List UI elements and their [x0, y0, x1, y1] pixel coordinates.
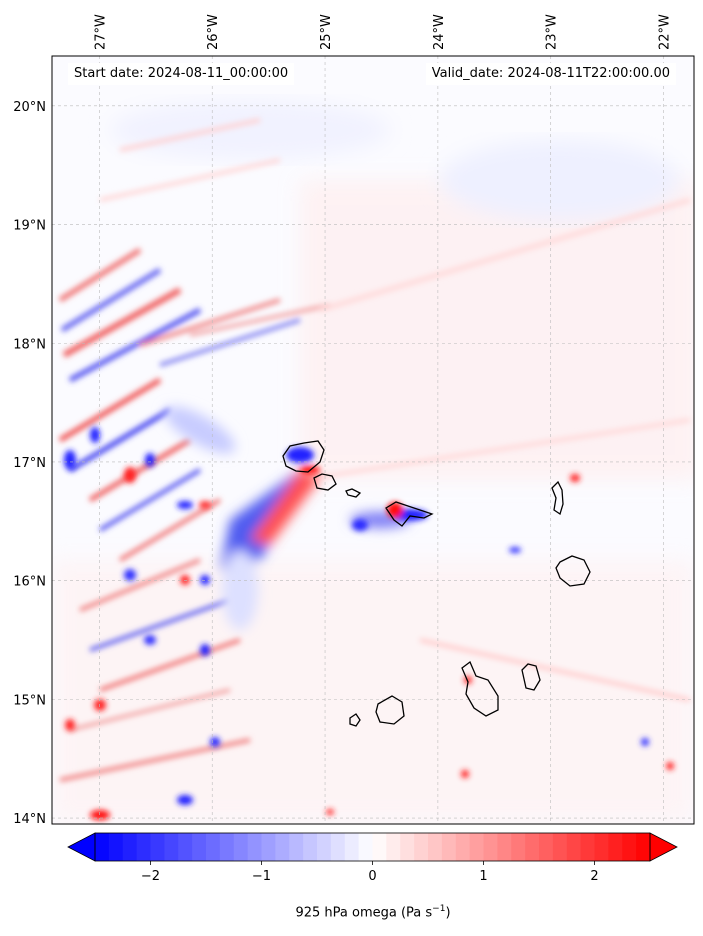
colorbar-segment — [441, 833, 457, 861]
colorbar-segment — [150, 833, 165, 861]
colorbar-segment — [303, 833, 318, 861]
colorbar-segment — [136, 833, 152, 861]
colorbar-segment — [275, 833, 290, 861]
colorbar-tick-label: 0 — [368, 869, 376, 884]
colorbar-segment — [497, 833, 512, 861]
colorbar-segment — [594, 833, 609, 861]
latitude-label: 14°N — [13, 812, 46, 827]
colorbar-segment — [400, 833, 415, 861]
colorbar-title-exponent: −1 — [432, 904, 446, 914]
island-santa-luzia — [345, 488, 362, 498]
colorbar-segment — [552, 833, 568, 861]
colorbar-tick-label: 2 — [590, 869, 598, 884]
latitude-label: 20°N — [13, 100, 46, 115]
colorbar-extend-high — [649, 832, 678, 862]
colorbar-segment — [511, 833, 526, 861]
coastlines — [282, 440, 591, 727]
colorbar-tick-label: 1 — [479, 869, 487, 884]
latitude-label: 15°N — [13, 693, 46, 708]
island-wake — [164, 406, 410, 630]
colorbar-segment — [483, 833, 498, 861]
island-sal — [551, 480, 564, 516]
colorbar-segment — [414, 833, 429, 861]
colorbar-segment — [386, 833, 401, 861]
colorbar-title: 925 hPa omega (Pa s−1) — [0, 904, 703, 920]
colorbar-segment — [192, 833, 207, 861]
colorbar-segment — [455, 833, 471, 861]
colorbar-segment — [539, 833, 554, 861]
longitude-label: 27°W — [93, 14, 108, 50]
colorbar-segment — [608, 833, 623, 861]
latitude-label: 17°N — [13, 456, 46, 471]
colorbar-segment — [261, 833, 276, 861]
island-fogo — [375, 695, 405, 725]
convective-cells — [64, 427, 674, 820]
colorbar-segment — [330, 833, 346, 861]
colorbar-segment — [525, 833, 540, 861]
island-santiago — [461, 660, 499, 717]
colorbar-segment — [636, 833, 651, 861]
colorbar-segment — [122, 833, 138, 861]
colorbar-segment — [344, 833, 360, 861]
start-date-label: Start date: 2024-08-11_00:00:00 — [68, 63, 295, 85]
colorbar-segment — [566, 833, 582, 861]
island-brava — [349, 713, 361, 727]
longitude-labels: 27°W 26°W 25°W 24°W 23°W 22°W — [93, 14, 672, 50]
colorbar-segment — [206, 833, 221, 861]
colorbar-segment — [247, 833, 263, 861]
colorbar-tick-label: −1 — [252, 869, 271, 884]
colorbar-segment — [108, 833, 124, 861]
colorbar-segment — [317, 833, 332, 861]
colorbar-segment — [95, 833, 110, 861]
weak-negative-wave — [110, 100, 390, 160]
longitude-label: 25°W — [319, 14, 334, 50]
island-boa-vista — [555, 555, 591, 587]
latitude-label: 16°N — [13, 575, 46, 590]
gridlines — [52, 56, 694, 824]
colorbar-segment — [358, 833, 374, 861]
colorbar-tick-label: −2 — [141, 869, 160, 884]
island-santo-antao — [282, 440, 325, 473]
valid-date-label: Valid_date: 2024-08-11T22:00:00.00 — [425, 63, 676, 85]
colorbar-segment — [289, 833, 304, 861]
colorbar-extend-low — [67, 832, 96, 862]
island-maio — [521, 663, 541, 691]
colorbar-segment — [622, 833, 637, 861]
latitude-label: 19°N — [13, 219, 46, 234]
colorbar-segment — [219, 833, 235, 861]
island-sao-vicente — [313, 473, 337, 491]
colorbar-segment — [428, 833, 443, 861]
colorbar: −2 −1 0 1 2 — [67, 832, 678, 884]
latitude-label: 18°N — [13, 337, 46, 352]
longitude-label: 24°W — [432, 14, 447, 50]
longitude-label: 23°W — [545, 14, 560, 50]
omega-field — [52, 100, 694, 824]
colorbar-segment — [580, 833, 596, 861]
colorbar-segment — [233, 833, 249, 861]
weak-positive-band — [300, 180, 694, 480]
colorbar-title-text: 925 hPa omega (Pa s — [295, 905, 433, 921]
latitude-labels: 20°N 19°N 18°N 17°N 16°N 15°N 14°N — [13, 100, 46, 827]
weak-positive-south — [52, 560, 694, 824]
colorbar-segment — [469, 833, 485, 861]
gravity-wave-streaks — [58, 118, 691, 782]
island-sao-nicolau — [385, 501, 434, 527]
colorbar-segment — [164, 833, 179, 861]
colorbar-title-suffix: ) — [445, 905, 451, 921]
longitude-label: 26°W — [206, 14, 221, 50]
weak-negative-wave — [440, 140, 680, 220]
map-frame — [51, 55, 695, 825]
colorbar-segment — [372, 833, 387, 861]
colorbar-segment — [178, 833, 193, 861]
longitude-label: 22°W — [658, 14, 673, 50]
